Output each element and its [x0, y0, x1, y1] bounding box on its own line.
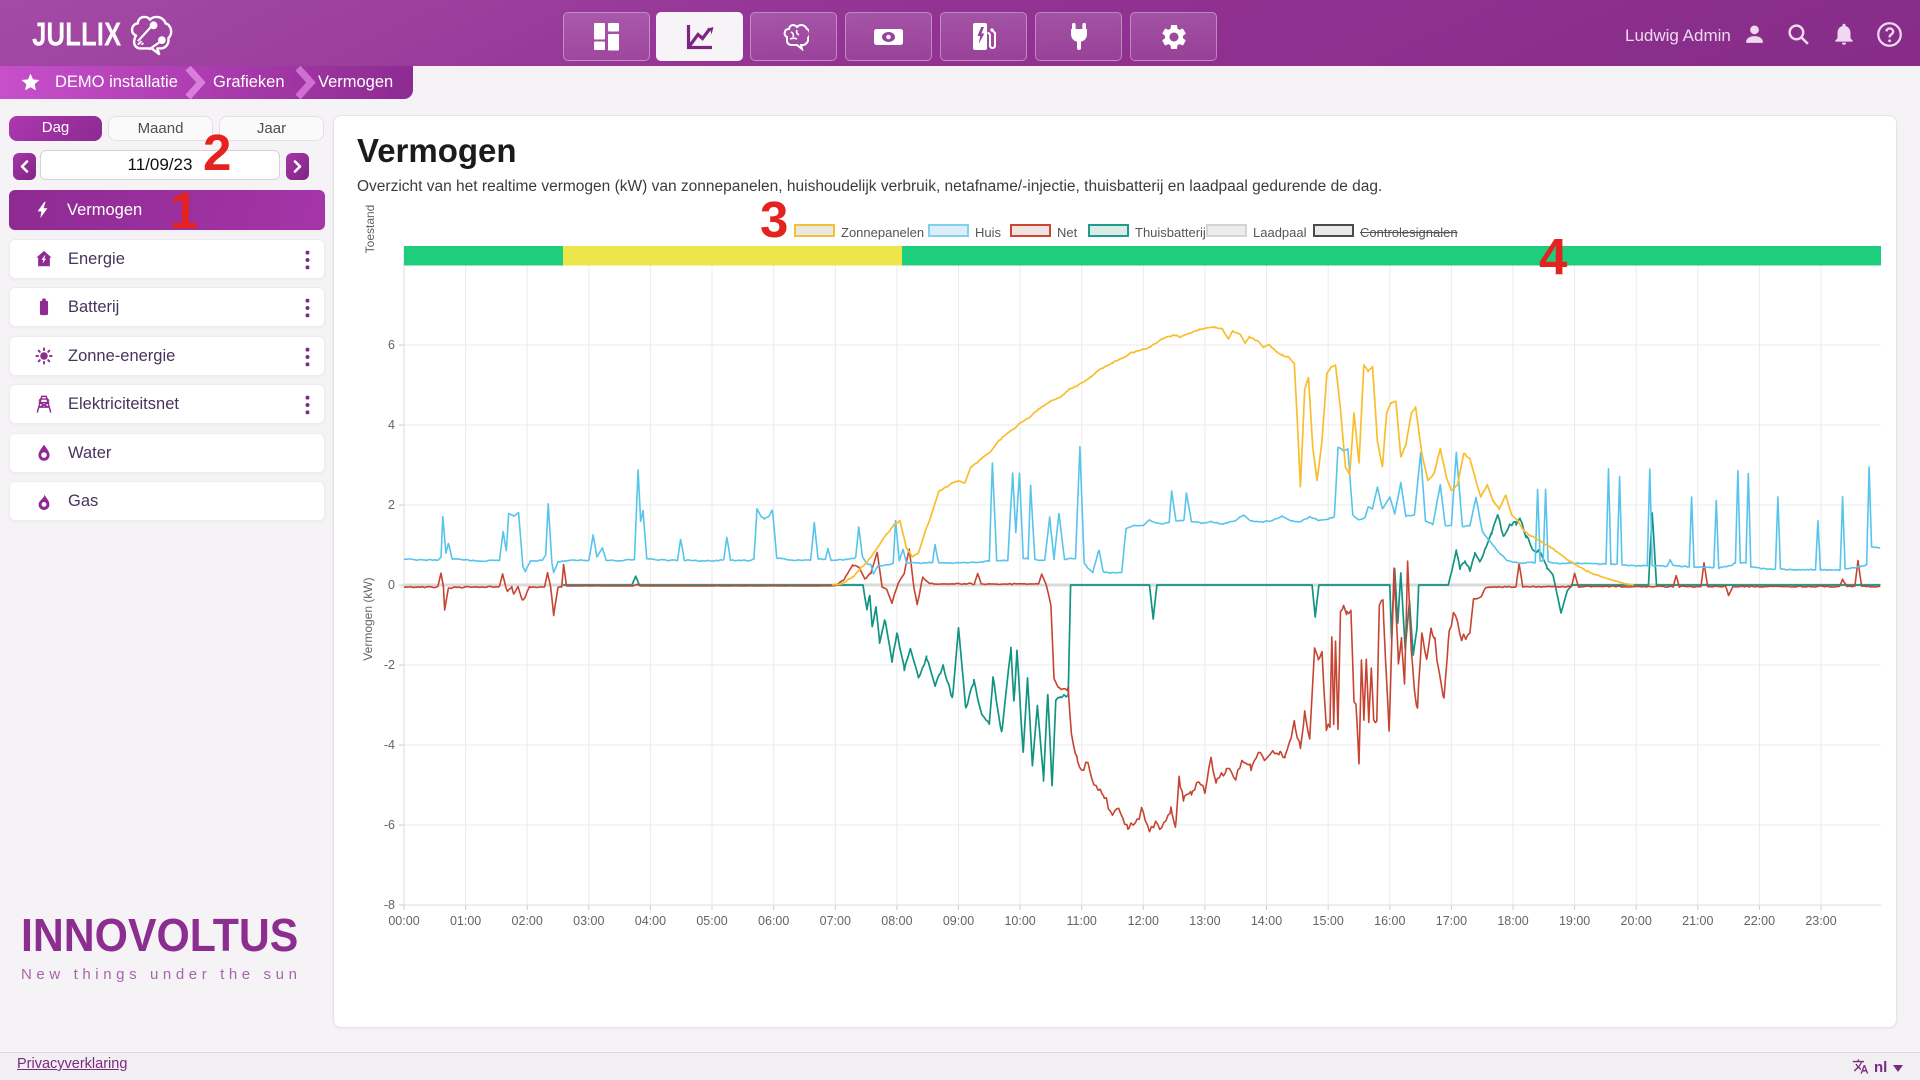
- svg-text:06:00: 06:00: [758, 914, 789, 928]
- svg-text:00:00: 00:00: [388, 914, 419, 928]
- svg-text:11:00: 11:00: [1067, 914, 1097, 928]
- svg-text:0: 0: [388, 578, 395, 592]
- svg-text:23:00: 23:00: [1805, 914, 1836, 928]
- svg-text:-8: -8: [384, 898, 395, 912]
- svg-text:04:00: 04:00: [635, 914, 666, 928]
- svg-text:19:00: 19:00: [1559, 914, 1590, 928]
- svg-text:15:00: 15:00: [1313, 914, 1344, 928]
- svg-text:07:00: 07:00: [820, 914, 851, 928]
- svg-text:21:00: 21:00: [1682, 914, 1713, 928]
- svg-text:16:00: 16:00: [1374, 914, 1405, 928]
- svg-text:-4: -4: [384, 738, 395, 752]
- svg-text:05:00: 05:00: [696, 914, 727, 928]
- svg-text:20:00: 20:00: [1621, 914, 1652, 928]
- svg-text:03:00: 03:00: [573, 914, 604, 928]
- svg-text:02:00: 02:00: [512, 914, 543, 928]
- svg-text:-2: -2: [384, 658, 395, 672]
- svg-text:4: 4: [388, 418, 395, 432]
- svg-text:17:00: 17:00: [1436, 914, 1467, 928]
- svg-text:09:00: 09:00: [943, 914, 974, 928]
- svg-text:10:00: 10:00: [1004, 914, 1035, 928]
- svg-text:13:00: 13:00: [1189, 914, 1220, 928]
- svg-text:01:00: 01:00: [450, 914, 481, 928]
- svg-text:22:00: 22:00: [1744, 914, 1775, 928]
- svg-text:14:00: 14:00: [1251, 914, 1282, 928]
- svg-text:6: 6: [388, 338, 395, 352]
- svg-text:-6: -6: [384, 818, 395, 832]
- svg-text:12:00: 12:00: [1128, 914, 1159, 928]
- svg-text:08:00: 08:00: [881, 914, 912, 928]
- svg-text:18:00: 18:00: [1497, 914, 1528, 928]
- svg-text:2: 2: [388, 498, 395, 512]
